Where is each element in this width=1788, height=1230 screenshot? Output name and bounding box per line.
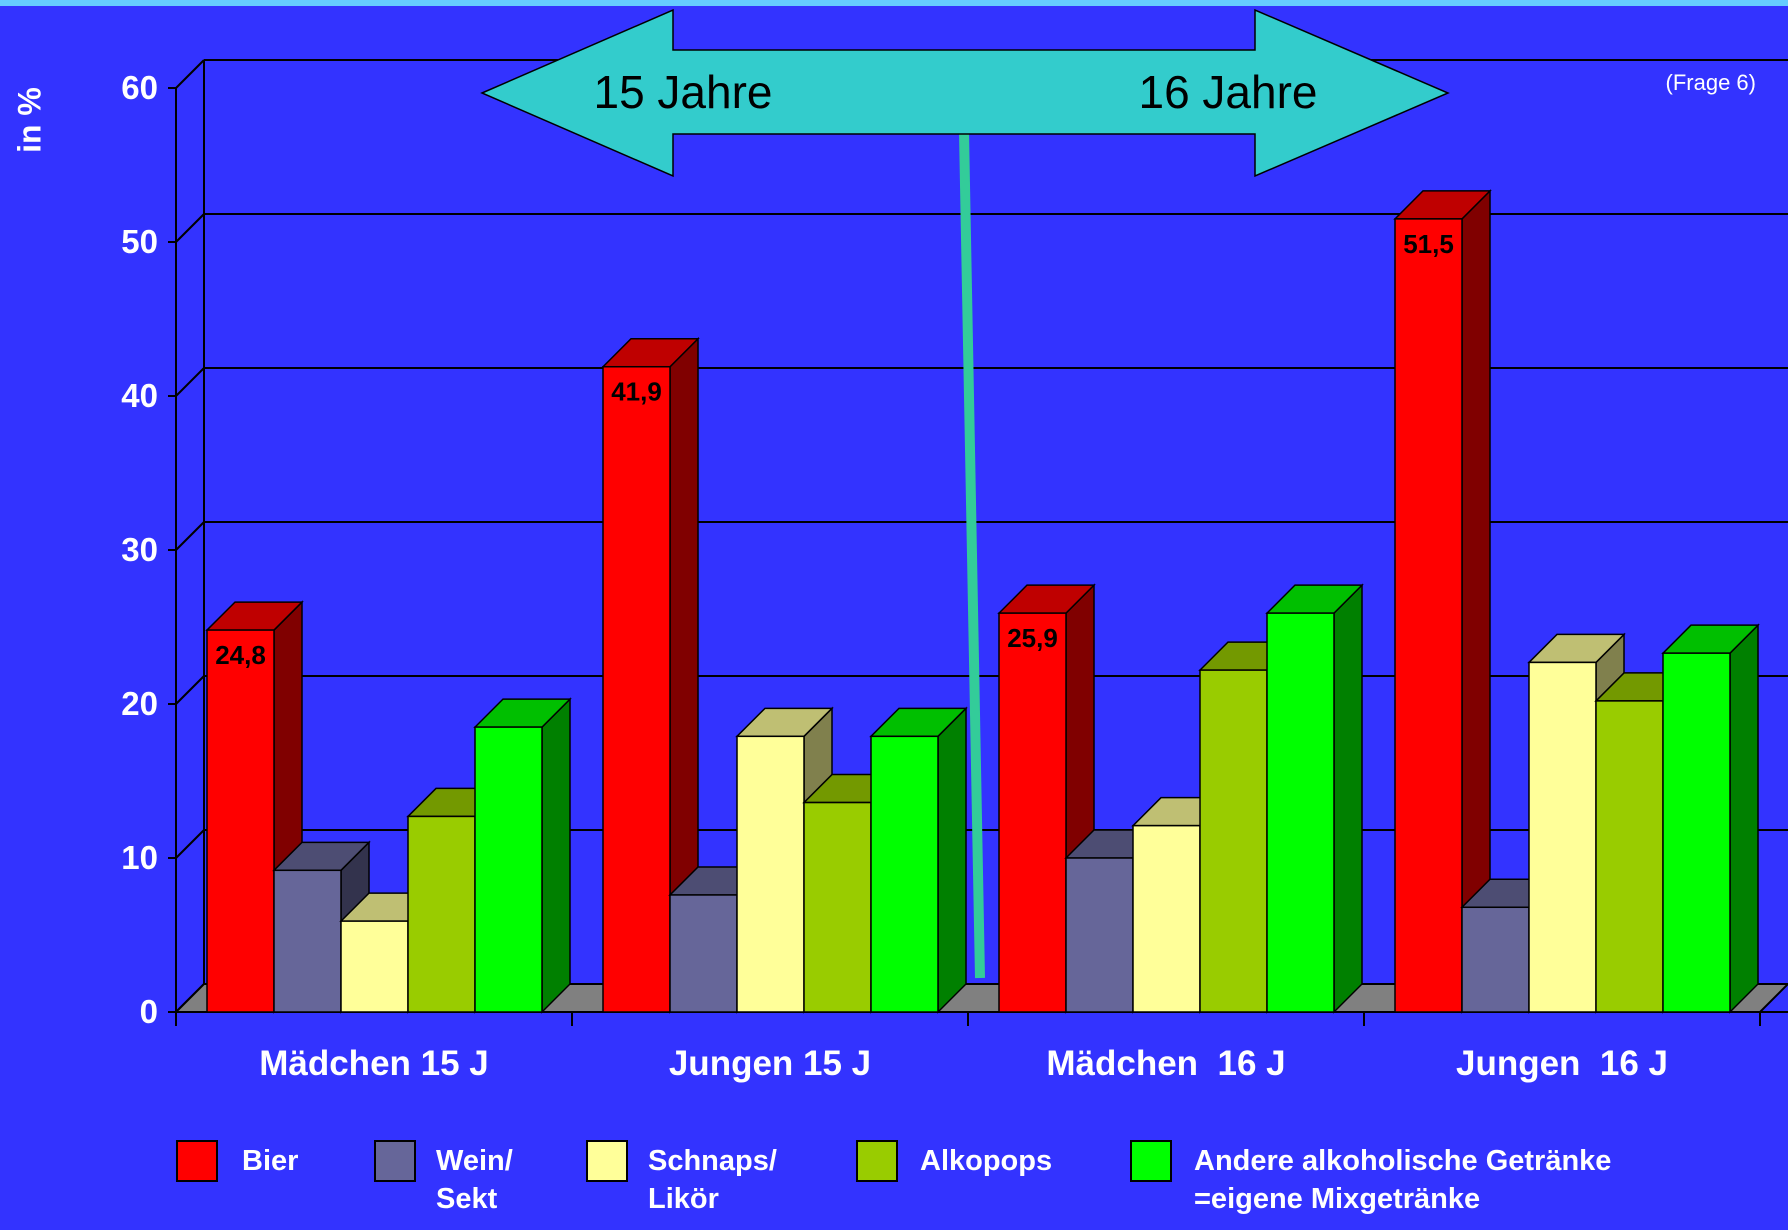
bar-data-label: 41,9 [611,377,662,407]
x-category-label: Mädchen 16 J [1046,1044,1285,1083]
y-tick-label: 10 [121,839,158,876]
grid-diagonal [175,367,205,397]
arrow-right-label: 16 Jahre [1138,66,1317,118]
bar [870,735,939,1013]
double-arrow [480,8,1450,178]
legend-swatch-wein [374,1140,416,1182]
bar-data-label: 24,8 [215,640,266,670]
bar [669,894,738,1013]
bar [1662,652,1731,1013]
legend-label-alkopops: Alkopops [920,1145,1053,1177]
question-note: (Frage 6) [1665,70,1756,95]
legend-item-bier: Bier [176,1140,298,1182]
bar [273,869,342,1013]
bar [998,612,1067,1013]
x-category-label: Jungen 15 J [669,1044,871,1083]
bar [1266,612,1335,1013]
bar-side [937,706,967,1014]
age-divider-line [959,131,985,979]
grid-diagonal [175,521,205,551]
bar-side [1333,583,1363,1014]
grid-diagonal [175,675,205,705]
grid-diagonal [175,829,205,859]
bar [1394,218,1463,1013]
y-tick-label: 40 [121,377,158,414]
bar [407,815,476,1013]
y-axis-label-text: in % [11,87,48,153]
x-category-label: Jungen 16 J [1456,1044,1668,1083]
legend-item-wein: Wein/ Sekt [374,1140,513,1218]
bar [1528,661,1597,1013]
legend-swatch-bier [176,1140,218,1182]
legend-swatch-alkopops [856,1140,898,1182]
top-accent-line [0,0,1788,6]
grid-diagonal [175,59,205,89]
bar [206,629,275,1013]
arrow-left-label: 15 Jahre [593,66,772,118]
bar [474,726,543,1013]
y-axis-label: in % [0,70,60,170]
bar [1132,824,1201,1013]
bar [1065,857,1134,1013]
y-tick-label: 20 [121,685,158,722]
x-category-label: Mädchen 15 J [259,1044,489,1083]
y-tick-label: 0 [140,993,158,1030]
grid-diagonal [175,213,205,243]
legend-item-schnaps: Schnaps/ Likör [586,1140,777,1218]
legend-item-alkopops: Alkopops [856,1140,1052,1182]
bar [1199,669,1268,1013]
bar-side [1729,623,1759,1014]
legend-label-bier: Bier [242,1145,299,1177]
bar [602,365,671,1013]
legend: Bier Wein/ Sekt Schnaps/ Likör Alkopops … [0,1140,1788,1230]
bar [1595,700,1664,1013]
y-tick-label: 50 [121,223,158,260]
legend-label-schnaps: Schnaps/ Likör [648,1145,777,1215]
bar-data-label: 25,9 [1007,623,1058,653]
y-tick-label: 30 [121,531,158,568]
bar-side [541,697,571,1014]
legend-swatch-schnaps [586,1140,628,1182]
bar [1461,906,1530,1013]
bar-data-label: 51,5 [1403,229,1454,259]
bar [340,920,409,1013]
y-tick-label: 60 [121,69,158,106]
legend-item-andere: Andere alkoholische Getränke =eigene Mix… [1130,1140,1611,1218]
bar [803,801,872,1013]
legend-label-andere: Andere alkoholische Getränke =eigene Mix… [1194,1145,1612,1215]
legend-label-wein: Wein/ Sekt [436,1145,513,1215]
legend-swatch-andere [1130,1140,1172,1182]
bar [736,735,805,1013]
